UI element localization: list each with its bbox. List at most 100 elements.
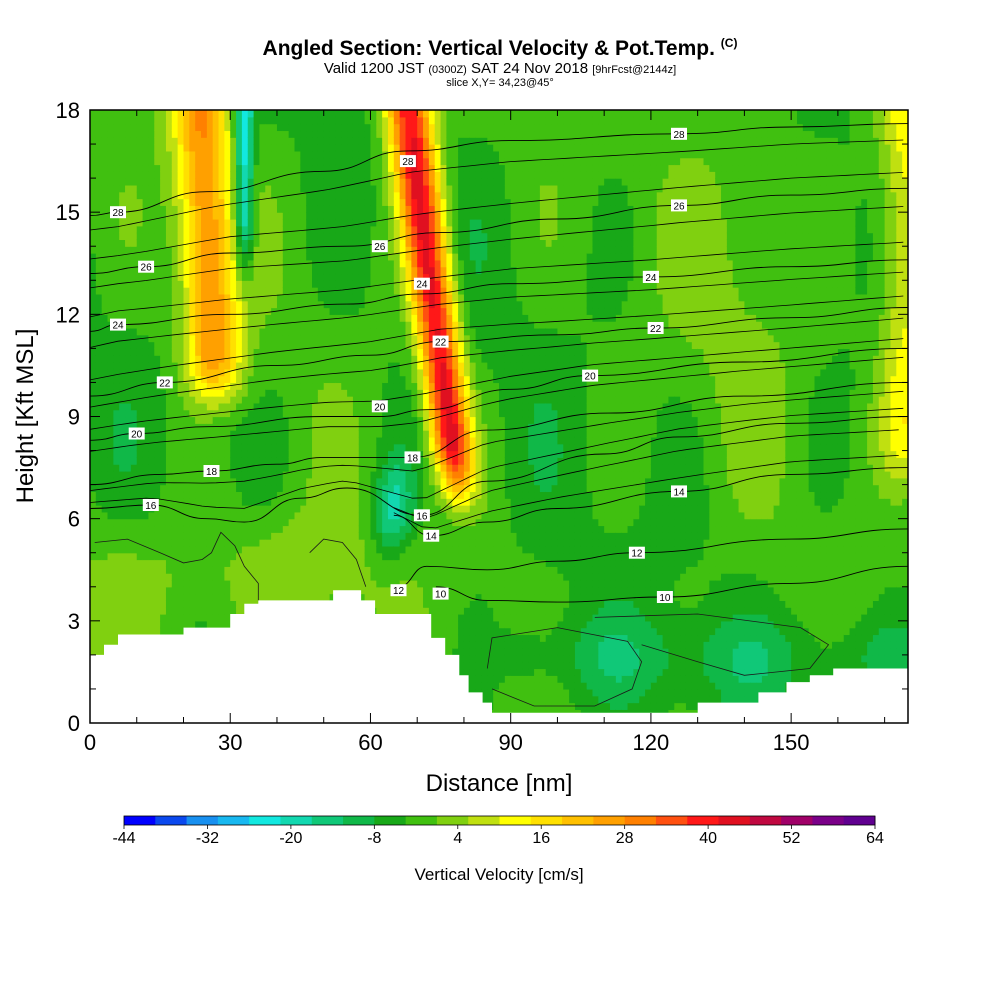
velocity-cell (329, 212, 336, 220)
velocity-cell (224, 389, 231, 397)
velocity-cell (399, 464, 407, 472)
velocity-cell (335, 355, 342, 363)
velocity-cell (265, 164, 272, 172)
velocity-cell (312, 362, 319, 370)
velocity-cell (317, 341, 325, 349)
velocity-cell (370, 545, 377, 554)
velocity-cell (148, 321, 155, 329)
velocity-cell (312, 287, 319, 295)
velocity-cell (148, 293, 155, 302)
velocity-cell (201, 559, 208, 567)
velocity-cell (90, 627, 97, 636)
velocity-cell (347, 253, 354, 261)
velocity-cell (236, 191, 243, 200)
velocity-cell (195, 600, 202, 608)
velocity-cell (241, 348, 249, 356)
velocity-cell (370, 579, 377, 588)
velocity-cell (142, 525, 150, 533)
velocity-cell (154, 484, 161, 493)
velocity-cell (317, 491, 325, 499)
velocity-cell (282, 110, 290, 118)
velocity-cell (160, 491, 167, 499)
velocity-cell (364, 293, 372, 302)
velocity-cell (107, 416, 114, 424)
velocity-cell (370, 573, 377, 581)
velocity-cell (171, 307, 179, 315)
velocity-cell (195, 348, 202, 356)
velocity-cell (130, 443, 138, 452)
velocity-cell (183, 198, 190, 206)
velocity-cell (358, 253, 366, 261)
velocity-cell (160, 157, 167, 166)
velocity-cell (101, 593, 109, 601)
velocity-cell (160, 198, 167, 206)
velocity-cell (253, 470, 261, 479)
velocity-cell (218, 116, 225, 125)
velocity-cell (125, 348, 132, 356)
velocity-cell (230, 157, 237, 166)
velocity-cell (382, 362, 389, 370)
velocity-cell (347, 334, 354, 343)
velocity-cell (329, 511, 336, 520)
velocity-cell (376, 573, 383, 581)
velocity-cell (306, 491, 313, 499)
velocity-cell (376, 266, 383, 275)
velocity-cell (107, 491, 114, 499)
velocity-cell (201, 137, 208, 145)
velocity-cell (271, 212, 278, 220)
velocity-cell (95, 539, 103, 547)
velocity-cell (376, 232, 383, 241)
velocity-cell (387, 110, 395, 118)
velocity-cell (335, 327, 342, 336)
velocity-cell (148, 144, 155, 152)
velocity-cell (312, 327, 319, 336)
velocity-cell (341, 334, 348, 343)
velocity-cell (387, 409, 395, 418)
velocity-cell (358, 164, 366, 172)
velocity-cell (183, 280, 190, 288)
velocity-cell (183, 436, 190, 445)
velocity-cell (236, 552, 243, 561)
velocity-cell (294, 110, 301, 118)
velocity-cell (154, 253, 161, 261)
velocity-cell (259, 273, 266, 281)
velocity-cell (370, 259, 377, 268)
velocity-cell (294, 212, 301, 220)
velocity-cell (136, 307, 144, 315)
velocity-cell (230, 307, 237, 315)
velocity-cell (312, 110, 319, 118)
velocity-cell (142, 627, 150, 636)
velocity-cell (399, 253, 407, 261)
velocity-cell (335, 559, 342, 567)
velocity-cell (271, 123, 278, 132)
velocity-cell (171, 164, 179, 172)
velocity-cell (218, 532, 225, 540)
velocity-cell (201, 144, 208, 152)
velocity-cell (265, 443, 272, 452)
velocity-cell (393, 402, 401, 411)
velocity-cell (154, 184, 161, 193)
velocity-cell (317, 532, 325, 540)
velocity-cell (253, 539, 261, 547)
velocity-cell (358, 212, 366, 220)
velocity-cell (212, 457, 220, 465)
velocity-cell (136, 532, 144, 540)
velocity-cell (282, 396, 290, 404)
velocity-cell (130, 191, 138, 200)
velocity-cell (329, 110, 336, 118)
velocity-cell (101, 171, 109, 179)
velocity-cell (113, 137, 120, 145)
velocity-cell (300, 464, 307, 472)
velocity-cell (148, 218, 155, 227)
velocity-cell (148, 396, 155, 404)
velocity-cell (306, 341, 313, 349)
velocity-cell (294, 443, 301, 452)
velocity-cell (382, 477, 389, 486)
velocity-cell (230, 123, 237, 132)
velocity-cell (201, 607, 208, 615)
velocity-cell (195, 593, 202, 601)
velocity-cell (189, 198, 196, 206)
velocity-cell (171, 191, 179, 200)
velocity-cell (125, 171, 132, 179)
velocity-cell (282, 150, 290, 159)
